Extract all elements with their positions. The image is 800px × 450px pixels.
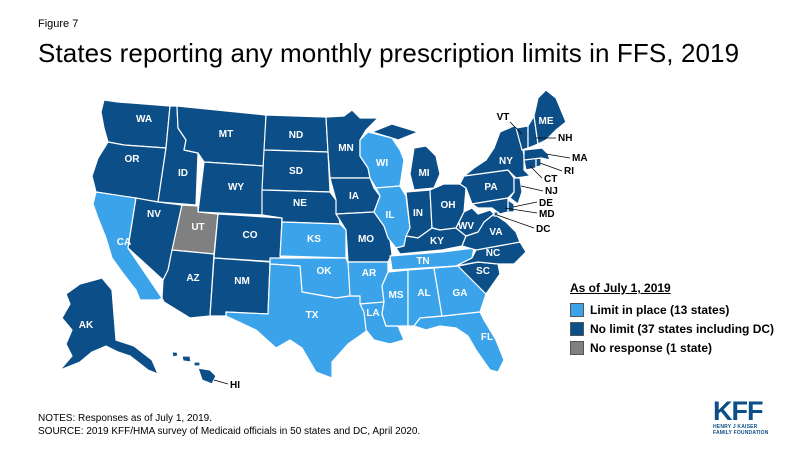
label-KY: KY: [430, 236, 444, 247]
legend-swatch-limit: [570, 303, 584, 317]
label-GA: GA: [453, 288, 468, 299]
label-NJ: NJ: [545, 186, 558, 197]
state-NC: [455, 241, 527, 267]
state-RI: [535, 157, 542, 168]
state-MD: [471, 197, 509, 215]
notes-block: NOTES: Responses as of July 1, 2019. SOU…: [38, 412, 420, 438]
label-LA: LA: [366, 308, 379, 319]
label-OK: OK: [317, 266, 333, 277]
label-MO: MO: [358, 234, 374, 245]
label-AZ: AZ: [186, 273, 199, 284]
label-SD: SD: [289, 166, 303, 177]
legend-item-no-response: No response (1 state): [570, 341, 774, 355]
logo-subline-1: HENRY J KAISER: [713, 424, 758, 430]
label-MD: MD: [539, 209, 555, 220]
state-HI: [171, 351, 217, 385]
figure-label: Figure 7: [38, 18, 79, 30]
legend-label-no-limit: No limit (37 states including DC): [590, 322, 775, 336]
label-UT: UT: [191, 222, 204, 233]
legend-label-limit: Limit in place (13 states): [590, 303, 730, 317]
label-RI: RI: [564, 166, 574, 177]
leader-line-dc: [496, 214, 535, 229]
legend-swatch-no-limit: [570, 322, 584, 336]
label-ND: ND: [289, 130, 303, 141]
legend-item-limit: Limit in place (13 states): [570, 303, 774, 317]
label-CT: CT: [544, 174, 557, 185]
label-WI: WI: [376, 158, 388, 169]
state-AK: [59, 277, 159, 375]
label-VT: VT: [497, 112, 510, 123]
label-ME: ME: [539, 116, 554, 127]
leader-line-md: [504, 207, 538, 214]
label-ID: ID: [178, 168, 188, 179]
legend-item-no-limit: No limit (37 states including DC): [570, 322, 774, 336]
state-DE: [507, 199, 515, 213]
leader-line-vt: [509, 121, 523, 135]
state-AZ: [161, 249, 215, 319]
label-NM: NM: [234, 276, 250, 287]
state-MA: [523, 147, 551, 161]
state-MI: [371, 123, 441, 191]
label-HI: HI: [230, 380, 240, 391]
leader-line-hi: [213, 379, 229, 385]
label-NE: NE: [293, 198, 307, 209]
label-IA: IA: [349, 191, 359, 202]
label-OH: OH: [441, 200, 456, 211]
label-PA: PA: [484, 182, 497, 193]
logo-subline-2: FAMILY FOUNDATION: [713, 430, 769, 436]
label-NH: NH: [558, 133, 572, 144]
label-KS: KS: [307, 234, 321, 245]
legend-label-no-response: No response (1 state): [590, 341, 713, 355]
label-MT: MT: [219, 129, 233, 140]
state-NJ: [509, 177, 523, 205]
label-NC: NC: [486, 248, 500, 259]
label-IL: IL: [386, 210, 395, 221]
state-KY: [395, 227, 467, 255]
kff-logo: KFF HENRY J KAISER FAMILY FOUNDATION: [713, 396, 773, 437]
map-legend: As of July 1, 2019 Limit in place (13 st…: [570, 281, 774, 360]
notes-line: NOTES: Responses as of July 1, 2019.: [38, 413, 212, 424]
label-NV: NV: [147, 209, 161, 220]
label-WY: WY: [228, 182, 244, 193]
state-WV: [455, 207, 495, 237]
label-IN: IN: [413, 208, 423, 219]
leader-line-ct: [529, 165, 543, 179]
label-MN: MN: [338, 143, 354, 154]
label-MI: MI: [418, 168, 429, 179]
label-NY: NY: [499, 156, 513, 167]
leader-line-de: [512, 201, 538, 208]
source-line: SOURCE: 2019 KFF/HMA survey of Medicaid …: [38, 426, 421, 437]
label-AR: AR: [362, 268, 377, 279]
state-KS: [279, 221, 347, 259]
label-CO: CO: [243, 230, 258, 241]
state-FL: [413, 311, 505, 373]
leader-line-nj: [520, 185, 544, 192]
legend-title: As of July 1, 2019: [570, 281, 671, 295]
label-TN: TN: [416, 256, 429, 267]
leader-line-ri: [539, 162, 563, 172]
state-NM: [209, 257, 271, 317]
label-TX: TX: [306, 310, 319, 321]
legend-swatch-no-response: [570, 341, 584, 355]
label-FL: FL: [481, 332, 493, 343]
logo-wordmark: KFF: [713, 396, 763, 426]
label-WV: WV: [458, 221, 474, 232]
label-DC: DC: [536, 224, 550, 235]
label-VA: VA: [489, 227, 502, 238]
label-SC: SC: [476, 266, 490, 277]
label-AK: AK: [79, 320, 94, 331]
page-title: States reporting any monthly prescriptio…: [38, 38, 740, 68]
label-AL: AL: [417, 288, 430, 299]
label-OR: OR: [125, 154, 141, 165]
state-ME: [533, 89, 567, 145]
label-CA: CA: [117, 237, 131, 248]
label-MA: MA: [572, 153, 588, 164]
label-MS: MS: [389, 290, 404, 301]
label-DE: DE: [539, 198, 553, 209]
leader-line-ma: [545, 153, 571, 159]
label-WA: WA: [136, 114, 152, 125]
